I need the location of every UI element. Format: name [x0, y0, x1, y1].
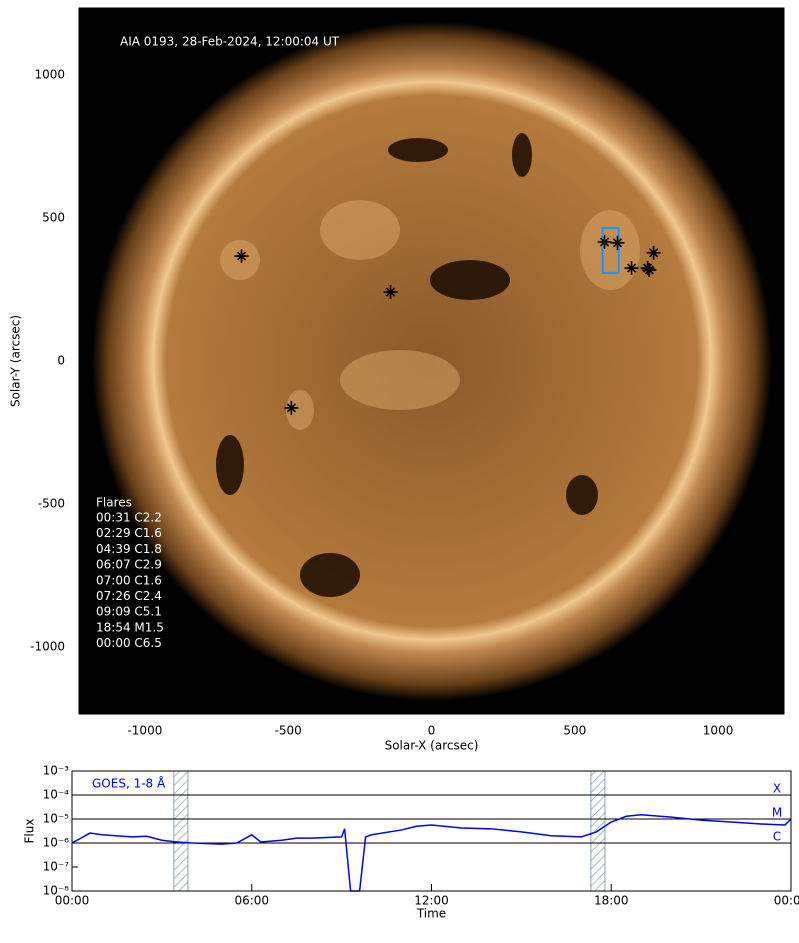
y-tick-label: -1000 [30, 640, 65, 654]
x-tick-label: 0 [428, 724, 436, 738]
y-tick-label: 10⁻⁴ [43, 788, 70, 802]
flare-list-item: 04:39 C1.8 [96, 542, 162, 556]
dark-region [300, 553, 360, 597]
bright-region [286, 390, 314, 430]
level-label: C [773, 830, 781, 844]
level-label: M [772, 806, 782, 820]
x-axis-label: Solar-X (arcsec) [385, 739, 479, 753]
dark-region [512, 133, 532, 177]
flare-list-item: 06:07 C2.9 [96, 558, 162, 572]
y-tick-label: 1000 [34, 67, 65, 81]
x-tick-label: -500 [275, 724, 302, 738]
region-box [601, 226, 620, 274]
x-tick-label: -1000 [127, 724, 162, 738]
flare-list-item: 09:09 C5.1 [96, 605, 162, 619]
dark-region [388, 138, 448, 162]
flare-marker [383, 285, 398, 300]
sun-corona [92, 21, 772, 701]
x-tick-label: 00:00 [774, 894, 799, 908]
y-tick-label: 10⁻³ [43, 764, 70, 778]
flare-list-item: 07:00 C1.6 [96, 573, 162, 587]
y-axis-label: Flux [23, 819, 37, 844]
flare-marker [642, 263, 657, 278]
flare-list-item: 18:54 M1.5 [96, 620, 164, 634]
flare-marker [646, 245, 661, 260]
level-label: X [773, 782, 781, 796]
bright-region [220, 240, 260, 280]
image-title: AIA 0193, 28-Feb-2024, 12:00:04 UT [120, 35, 340, 49]
dark-region [430, 260, 510, 300]
x-axis-label: Time [416, 907, 446, 921]
y-tick-label: 10⁻⁶ [43, 836, 70, 850]
y-tick-label: 500 [42, 210, 65, 224]
x-tick-label: 18:00 [594, 894, 629, 908]
flare-list-item: 00:31 C2.2 [96, 511, 162, 525]
bright-region [320, 200, 400, 260]
y-tick-label: 0 [57, 354, 65, 368]
legend-label: GOES, 1-8 Å [92, 776, 166, 791]
flare-marker [624, 261, 639, 276]
flare-marker [610, 235, 625, 250]
y-tick-label: 10⁻⁷ [43, 860, 70, 874]
x-tick-label: 1000 [703, 724, 734, 738]
x-tick-label: 500 [563, 724, 586, 738]
x-tick-label: 06:00 [234, 894, 269, 908]
plot-background [72, 771, 791, 891]
dark-region [566, 475, 598, 515]
y-tick-label: -500 [38, 497, 65, 511]
bright-region [340, 350, 460, 410]
flare-marker [597, 234, 612, 249]
x-tick-label: 12:00 [414, 894, 449, 908]
y-axis-label: Solar-Y (arcsec) [9, 315, 23, 407]
flare-list-item: 00:00 C6.5 [96, 636, 162, 650]
flare-list-item: 02:29 C1.6 [96, 526, 162, 540]
flare-marker [284, 400, 299, 415]
solar-image [92, 21, 772, 701]
x-tick-label: 00:00 [55, 894, 90, 908]
time-band [173, 770, 189, 892]
flare-list-item: 07:26 C2.4 [96, 589, 162, 603]
y-tick-label: 10⁻⁸ [43, 884, 70, 898]
dark-region [216, 435, 244, 495]
flux-line [71, 814, 792, 892]
flare-list-title: Flares [96, 496, 132, 510]
bright-region [580, 210, 640, 290]
flare-marker [234, 249, 249, 264]
y-tick-label: 10⁻⁵ [43, 812, 70, 826]
